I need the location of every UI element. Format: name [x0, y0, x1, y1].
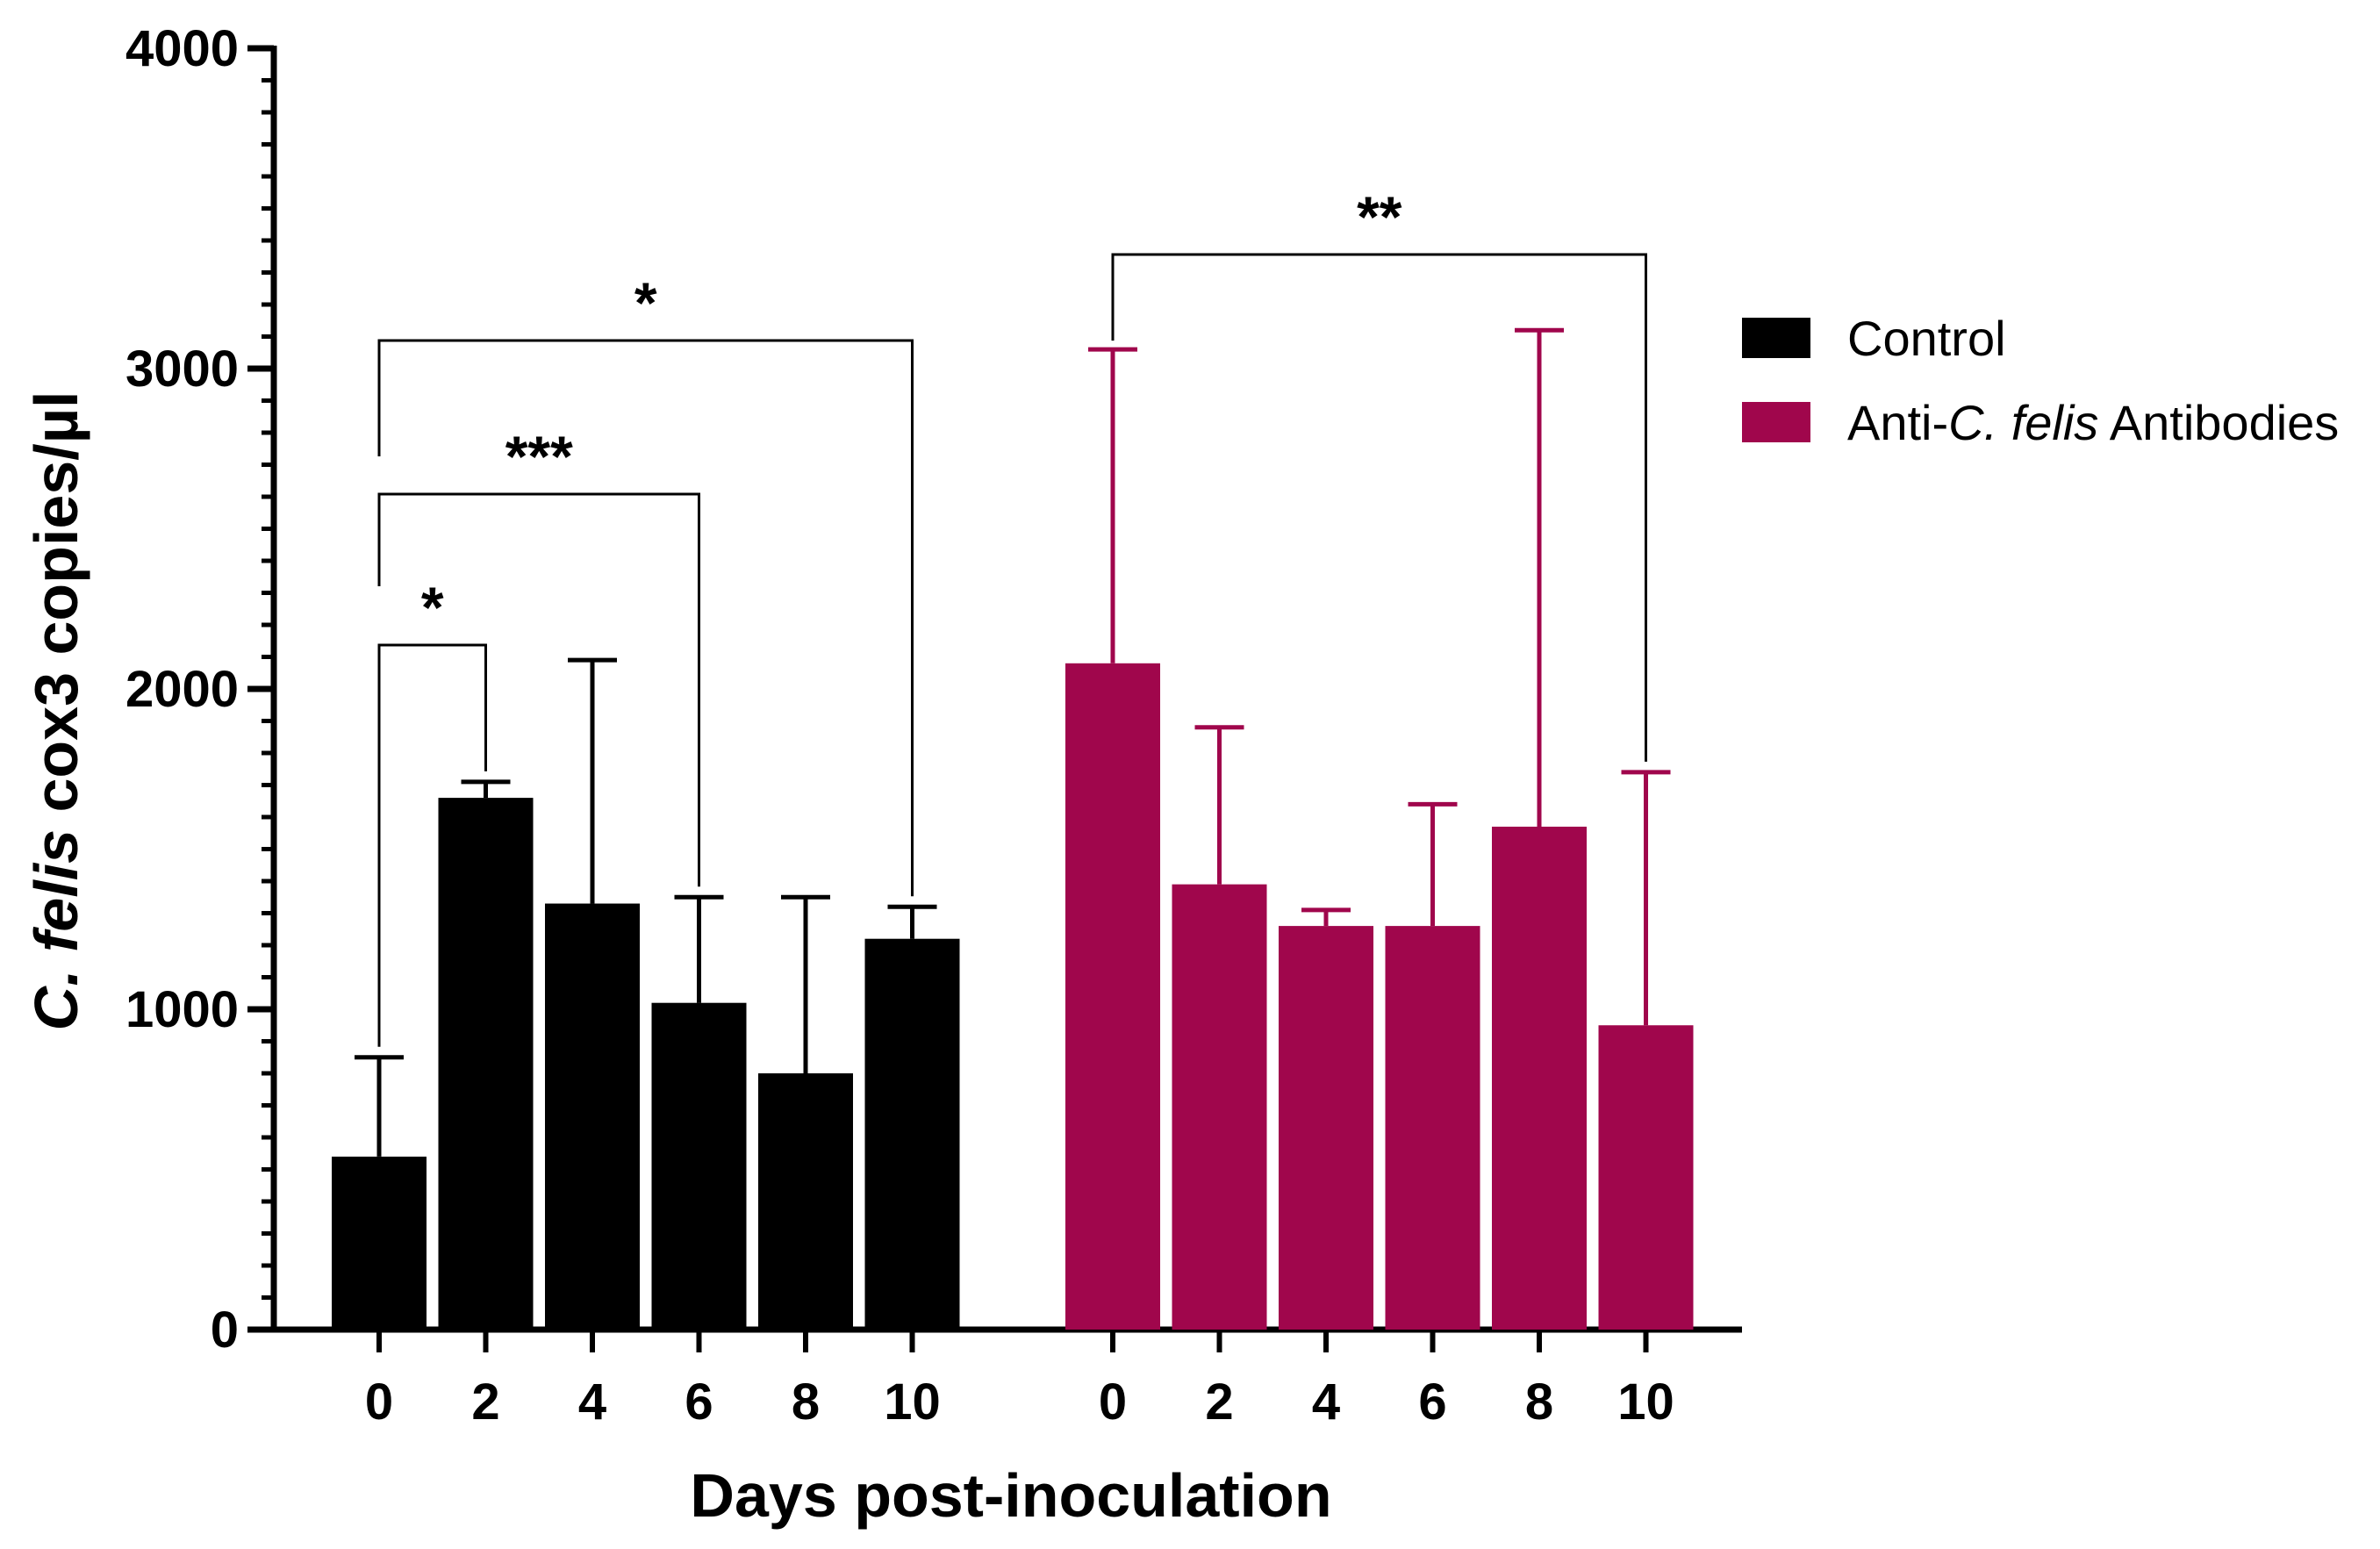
bar: [1279, 926, 1373, 1330]
legend: Control Anti-C. felis Antibodies: [1742, 311, 2339, 450]
significance-label: *: [421, 575, 444, 640]
x-tick-label: 10: [1617, 1373, 1674, 1431]
error-bars: [355, 327, 1671, 1157]
y-tick-label: 1000: [125, 981, 239, 1038]
x-tick-label: 2: [471, 1373, 499, 1431]
legend-label-control: Control: [1847, 311, 2006, 366]
bar: [1492, 826, 1587, 1330]
x-tick-label: 6: [685, 1373, 713, 1431]
bar: [545, 903, 640, 1330]
x-tick-label: 10: [884, 1373, 941, 1431]
bar: [1172, 884, 1267, 1330]
bar: [332, 1156, 427, 1330]
x-axis-title: Days post-inoculation: [690, 1461, 1331, 1530]
significance-bracket: [377, 643, 487, 1047]
y-axis-title-rest: cox3 copies/µl: [22, 391, 90, 829]
x-tick-label: 8: [1525, 1373, 1553, 1431]
y-axis-title-italic: C. felis: [22, 829, 90, 1031]
y-tick-label: 0: [211, 1302, 239, 1359]
x-tick-label: 4: [578, 1373, 606, 1431]
x-tick-label: 0: [365, 1373, 393, 1431]
x-tick-labels: 0 2 4 6 8 10 0 2 4 6 8 10: [365, 1330, 1674, 1431]
legend-label-antibodies: Anti-C. felis Antibodies: [1847, 395, 2339, 450]
bar: [758, 1073, 853, 1330]
significance-label: *: [634, 270, 657, 335]
significance-label: ***: [505, 424, 573, 489]
x-tick-label: 2: [1205, 1373, 1233, 1431]
bars: [332, 663, 1694, 1330]
x-tick-label: 6: [1418, 1373, 1446, 1431]
significance-bracket: [377, 492, 700, 887]
bar: [864, 938, 960, 1330]
x-tick-label: 4: [1312, 1373, 1340, 1431]
x-tick-label: 0: [1099, 1373, 1127, 1431]
y-tick-label: 4000: [125, 20, 239, 77]
legend-swatch-antibodies: [1742, 402, 1810, 442]
significance-bracket: [1111, 253, 1647, 762]
y-axis-title: C. felis cox3 copies/µl: [22, 391, 90, 1031]
significance-brackets: *******: [377, 184, 1647, 1047]
y-tick-label: 2000: [125, 661, 239, 718]
y-tick-label: 3000: [125, 341, 239, 398]
y-tick-labels: 0 1000 2000 3000 4000: [125, 20, 239, 1359]
x-tick-label: 8: [792, 1373, 820, 1431]
bar: [651, 1002, 747, 1330]
bar: [438, 798, 534, 1330]
bar: [1065, 663, 1160, 1330]
bar: [1385, 926, 1480, 1330]
significance-label: **: [1357, 184, 1402, 249]
bar: [1598, 1025, 1694, 1330]
legend-swatch-control: [1742, 318, 1810, 358]
significance-bracket: [377, 339, 914, 897]
